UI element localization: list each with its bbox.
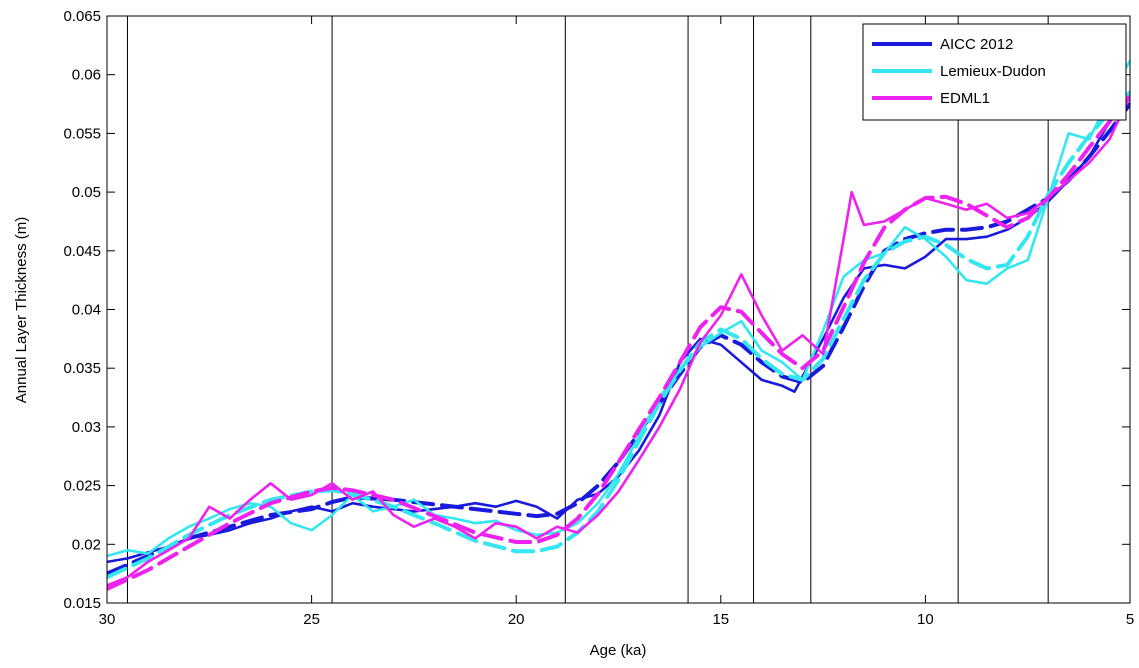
x-tick-label: 5 [1126,611,1134,628]
series-line-lemieux-dudon-smoothed [107,90,1130,580]
legend-label-edml1: EDML1 [940,90,990,107]
y-tick-label: 0.06 [72,67,101,84]
series-line-lemieux-dudon [107,59,1130,558]
y-tick-label: 0.035 [63,360,101,377]
series-line-edml1 [107,94,1130,587]
series-line-edml1-smoothed [107,93,1130,591]
legend: AICC 2012 Lemieux-Dudon EDML1 [862,23,1127,121]
y-tick-label: 0.03 [72,419,101,436]
legend-label-lemieux-dudon: Lemieux-Dudon [940,63,1046,80]
legend-label-aicc-2012: AICC 2012 [940,36,1013,53]
y-axis-ticks: 0.015 0.02 0.025 0.03 0.035 0.04 0.045 0.05 0.05… [63,8,1130,612]
x-axis-label: Age (ka) [590,642,647,659]
y-tick-label: 0.02 [72,536,101,553]
x-tick-label: 30 [99,611,116,628]
x-tick-label: 15 [712,611,729,628]
y-tick-label: 0.015 [63,595,101,612]
y-tick-label: 0.04 [72,302,101,319]
series-lines [107,59,1130,591]
y-axis-label: Annual Layer Thickness (m) [13,217,30,403]
y-tick-label: 0.05 [72,184,101,201]
y-tick-label: 0.055 [63,125,101,142]
y-tick-label: 0.045 [63,243,101,260]
x-tick-label: 25 [303,611,320,628]
x-tick-label: 10 [917,611,934,628]
x-axis-ticks: 30 25 20 15 10 5 [99,16,1134,628]
y-tick-label: 0.065 [63,8,101,25]
y-tick-label: 0.025 [63,478,101,495]
x-tick-label: 20 [508,611,525,628]
